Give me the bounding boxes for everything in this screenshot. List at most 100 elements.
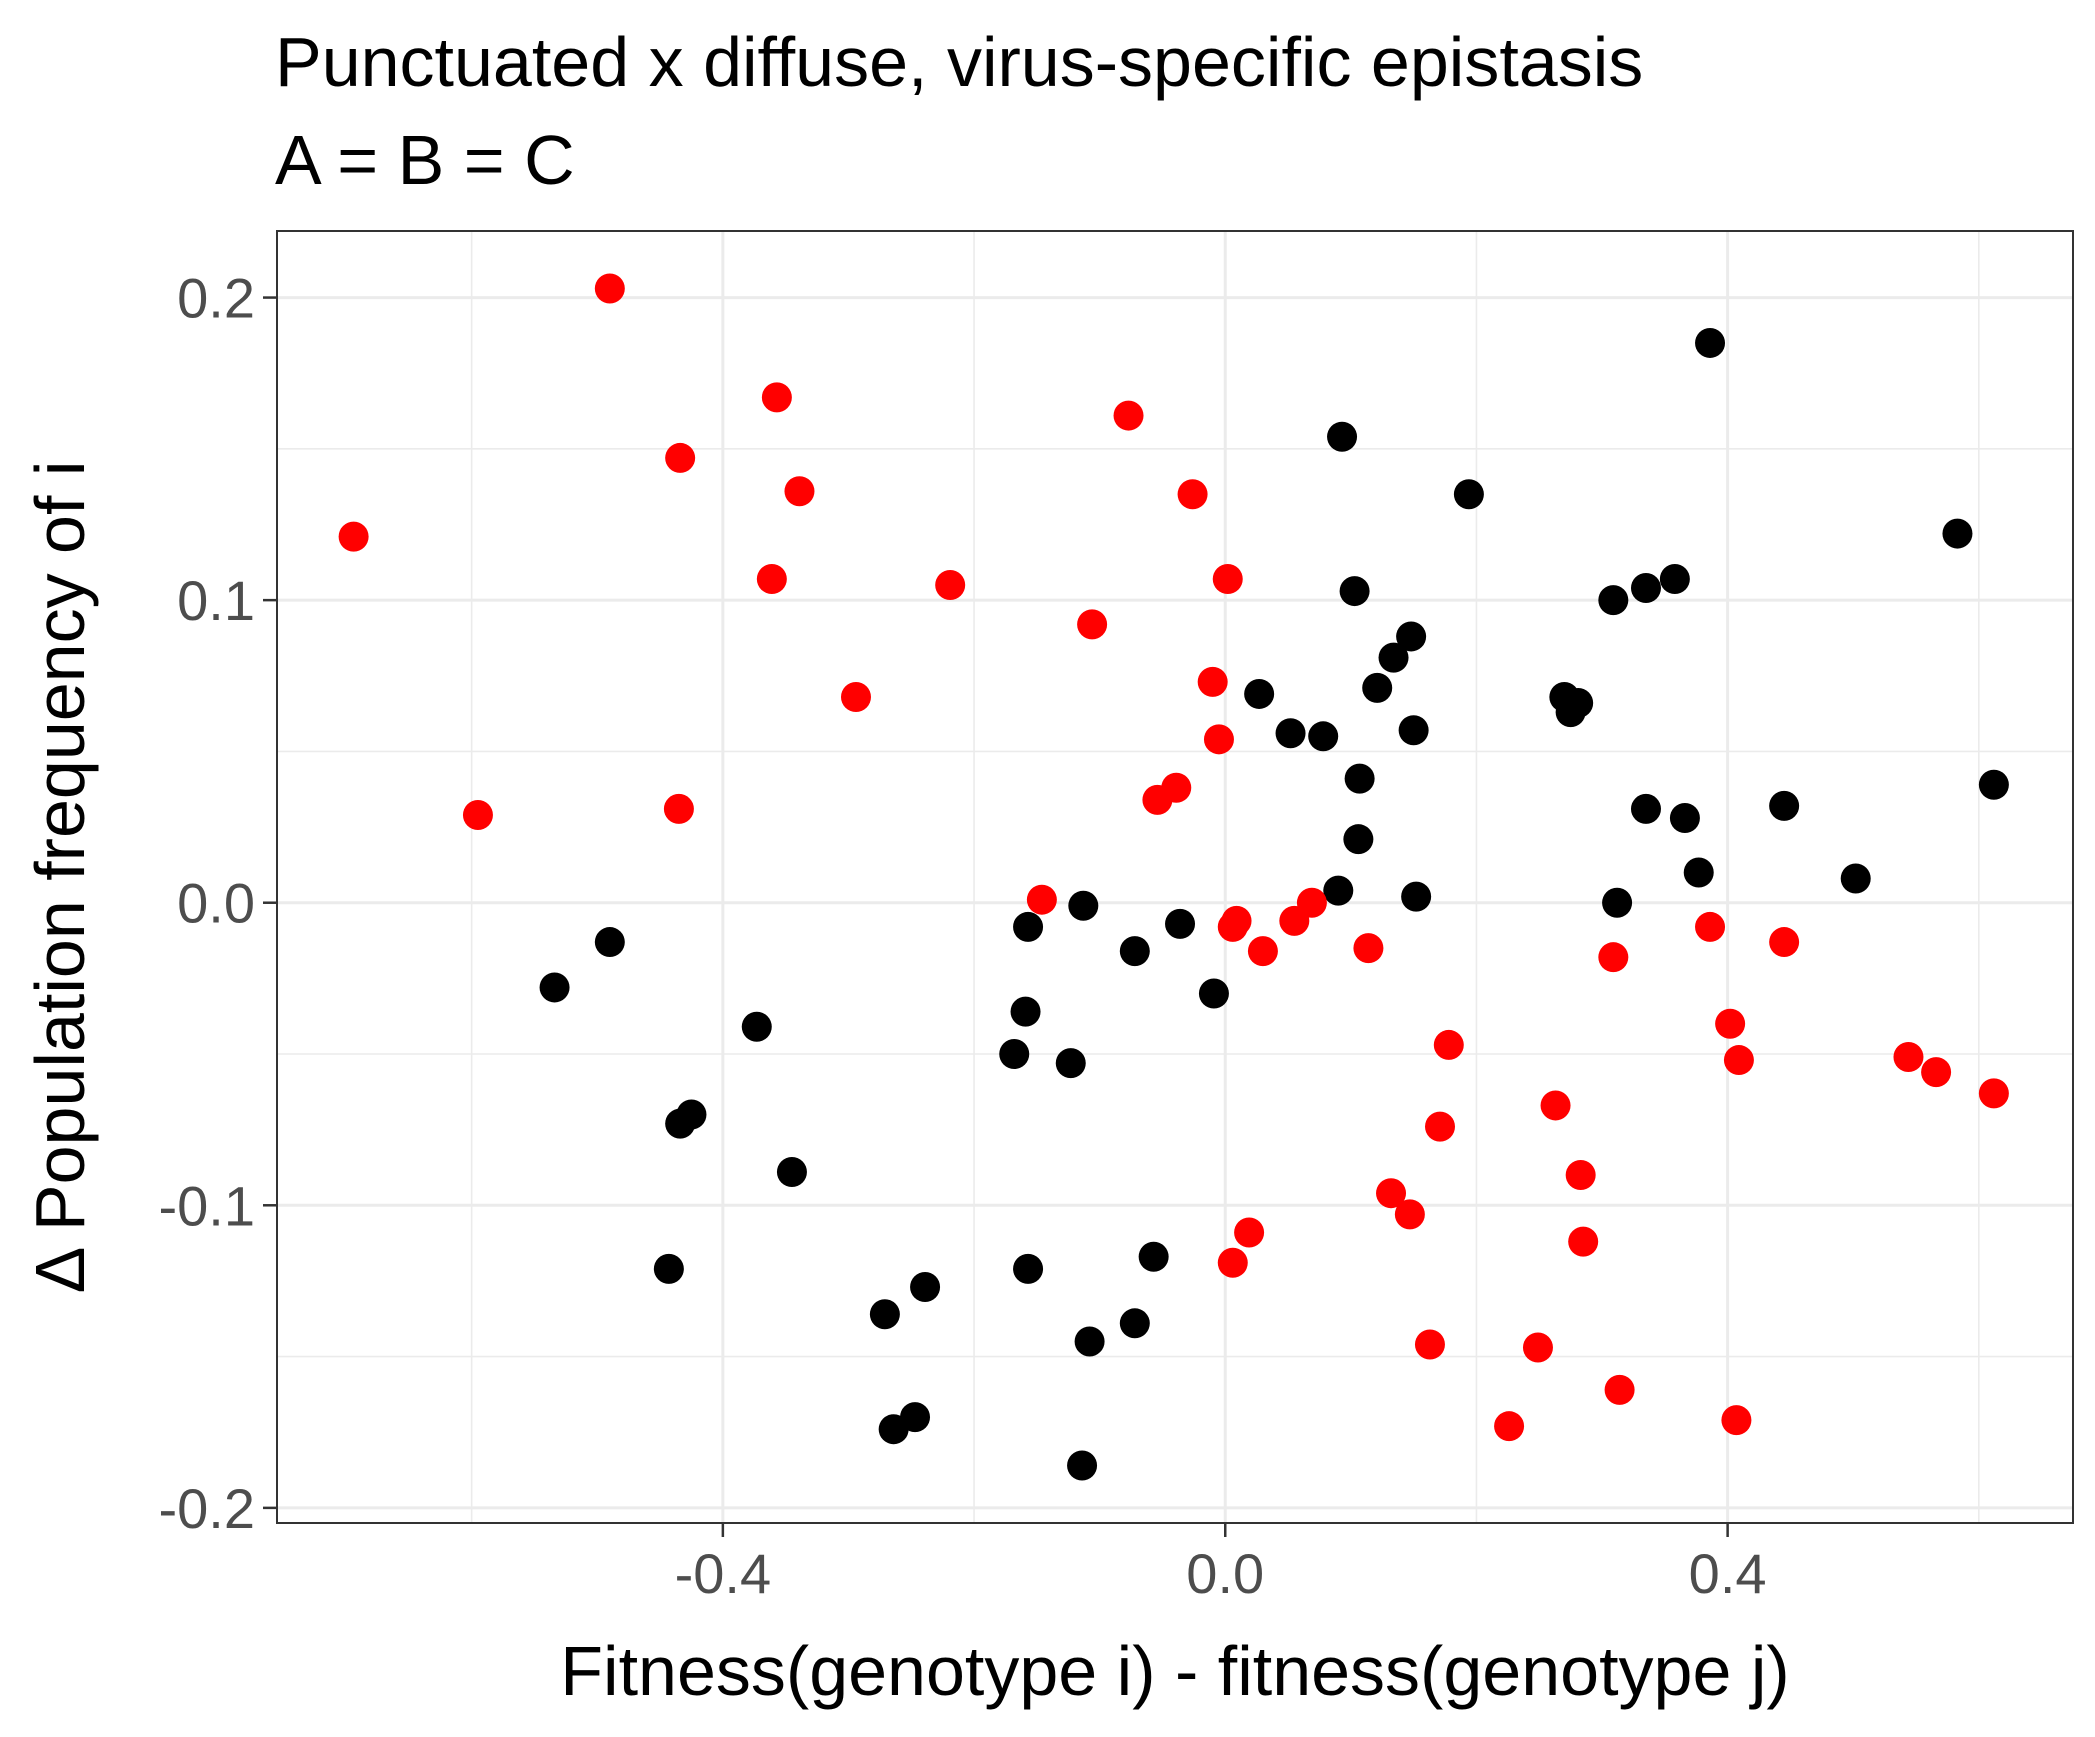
scatter-point [1198,978,1229,1009]
scatter-point [1401,881,1432,912]
scatter-point [1119,936,1150,967]
scatter-point [1769,790,1800,821]
scatter-point [1138,1241,1169,1272]
x-axis: -0.4 0.0 0.4 [675,1523,1767,1605]
scatter-point [1376,1178,1407,1209]
scatter-point [1247,936,1278,967]
y-tick-label: -0.2 [159,1477,256,1540]
scatter-point [1540,1090,1571,1121]
scatter-point [1433,1029,1464,1060]
scatter-series-2 [338,273,2009,1442]
scatter-point [1212,563,1243,594]
chart-title: Punctuated x diffuse, virus-specific epi… [275,23,1643,101]
scatter-point [1177,479,1208,510]
y-tick-label: 0.2 [177,267,255,330]
scatter-point [1362,672,1393,703]
scatter-point [741,1011,772,1042]
scatter-point [663,793,694,824]
plot-panel [276,230,2074,1524]
scatter-point [1279,905,1310,936]
scatter-point [776,1157,807,1188]
scatter-point [1414,1329,1445,1360]
scatter-point [1010,996,1041,1027]
scatter-point [1074,1326,1105,1357]
scatter-point [1217,1247,1248,1278]
scatter-point [462,799,493,830]
scatter-point [1013,911,1044,942]
scatter-point [1659,563,1690,594]
scatter-point [1055,1048,1086,1079]
scatter-point [1353,933,1384,964]
scatter-point [594,273,625,304]
chart-subtitle: A = B = C [275,121,575,199]
scatter-point [1893,1042,1924,1073]
scatter-point [1013,1253,1044,1284]
scatter-point [665,1108,696,1139]
y-tick-label: 0.0 [177,872,255,935]
y-axis: -0.2 -0.1 0.0 0.1 0.2 [159,267,277,1540]
scatter-point [869,1299,900,1330]
scatter-point [1978,1078,2009,1109]
scatter-point [1602,887,1633,918]
scatter-point [878,1414,909,1445]
panel-background [277,231,2073,1523]
scatter-point [1234,1217,1265,1248]
scatter-point [1394,1199,1425,1230]
scatter-point [1323,875,1354,906]
y-axis-title: Δ Population frequency of i [21,461,99,1294]
scatter-point [910,1271,941,1302]
scatter-point [1769,927,1800,958]
scatter-point [1598,585,1629,616]
x-axis-title: Fitness(genotype i) - fitness(genotype j… [560,1632,1789,1710]
x-tick-label: -0.4 [675,1542,772,1605]
scatter-point [1165,908,1196,939]
x-tick-label: 0.0 [1186,1542,1264,1605]
panel-border [276,230,2074,1524]
scatter-point [1494,1411,1525,1442]
scatter-point [1378,642,1409,673]
scatter-point [1453,479,1484,510]
scatter-point [1555,697,1586,728]
scatter-point [840,681,871,712]
scatter-point [1683,857,1714,888]
scatter-point [1142,784,1173,815]
scatter-series-1 [539,327,2009,1481]
scatter-point [1630,793,1661,824]
scatter-point [539,972,570,1003]
scatter-point [338,521,369,552]
scatter-point [1119,1308,1150,1339]
scatter-point [999,1039,1030,1070]
scatter-point [1197,666,1228,697]
scatter-point [1244,678,1275,709]
scatter-point [1339,576,1370,607]
scatter-point [1522,1332,1553,1363]
y-tick-label: 0.1 [177,569,255,632]
y-tick-label: -0.1 [159,1174,256,1237]
scatter-point [935,570,966,601]
scatter-point [784,476,815,507]
scatter-point [1327,421,1358,452]
scatter-point [1077,609,1108,640]
scatter-point [665,442,696,473]
scatter-point [653,1253,684,1284]
scatter-point [1978,769,2009,800]
scatter-point [1565,1160,1596,1191]
scatter-point [1715,1008,1746,1039]
scatter-point [756,563,787,594]
scatter-point [1398,715,1429,746]
scatter-point [1396,621,1427,652]
x-tick-label: 0.4 [1689,1542,1767,1605]
scatter-point [1275,718,1306,749]
scatter-point [1695,327,1726,358]
scatter-point [1695,911,1726,942]
scatter-point [1217,911,1248,942]
scatter-point [1425,1111,1456,1142]
data-points [338,273,2009,1481]
scatter-point [1721,1405,1752,1436]
scatter-point [1344,763,1375,794]
grid-lines [277,231,2073,1523]
scatter-point [1113,400,1144,431]
scatter-point [1942,518,1973,549]
scatter-point [1604,1374,1635,1405]
